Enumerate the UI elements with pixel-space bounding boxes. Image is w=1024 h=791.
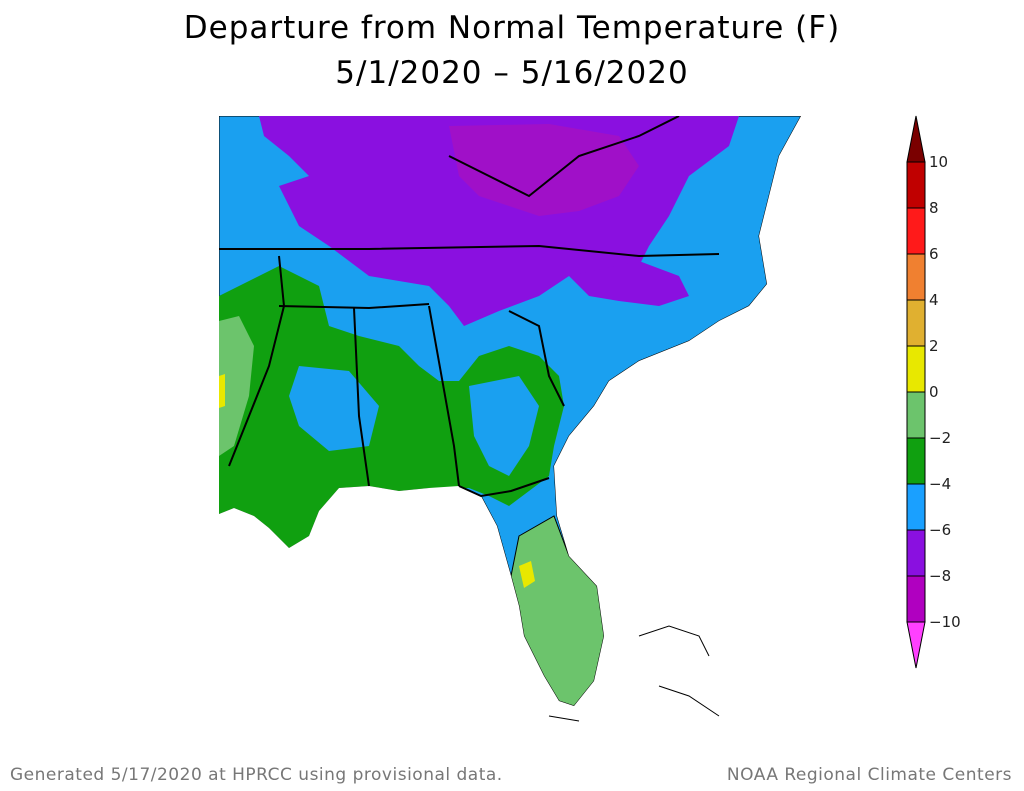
color-legend: 10 8 6 4 2 0 −2 −4 −6 −8 −10 <box>906 115 961 669</box>
legend-swatch <box>906 529 926 577</box>
gulf-water <box>219 116 809 728</box>
legend-tick-label: −6 <box>929 521 951 539</box>
region-minus2-to-minus4 <box>219 266 564 548</box>
temperature-departure-map <box>219 116 809 728</box>
legend-tick-label: 2 <box>929 337 939 355</box>
legend-tick-label: −10 <box>929 613 961 631</box>
legend-swatch <box>906 161 926 209</box>
legend-swatch <box>906 345 926 393</box>
legend-swatch <box>906 253 926 301</box>
map-title: Departure from Normal Temperature (F) <box>183 10 841 46</box>
legend-swatch <box>906 437 926 485</box>
source-credit: NOAA Regional Climate Centers <box>726 765 1012 785</box>
region-0-to-2-gulf <box>219 374 225 408</box>
generation-note: Generated 5/17/2020 at HPRCC using provi… <box>10 765 503 785</box>
legend-swatch <box>906 207 926 255</box>
legend-tick-label: −4 <box>929 475 951 493</box>
keys-outline <box>548 625 720 722</box>
region-0-to-minus2-west <box>219 316 254 456</box>
legend-swatch <box>906 299 926 347</box>
region-0-to-2 <box>519 561 535 588</box>
legend-tick-label: 4 <box>929 291 939 309</box>
legend-cap-bottom <box>906 621 926 669</box>
legend-cap-top <box>906 115 926 163</box>
state-boundaries <box>219 116 720 498</box>
map-date-range: 5/1/2020 – 5/16/2020 <box>335 55 689 91</box>
region-minus8-to-minus10 <box>449 124 639 216</box>
region-minus4-to-minus6-south <box>289 366 379 451</box>
legend-swatch <box>906 483 926 531</box>
region-minus6-to-minus8-east <box>569 261 689 306</box>
legend-tick-label: 10 <box>929 153 948 171</box>
legend-tick-label: 8 <box>929 199 939 217</box>
region-minus4-to-minus6-ga <box>469 376 539 476</box>
legend-swatch <box>906 391 926 439</box>
legend-tick-label: 0 <box>929 383 939 401</box>
legend-swatch <box>906 575 926 623</box>
legend-tick-label: −2 <box>929 429 951 447</box>
legend-tick-label: −8 <box>929 567 951 585</box>
legend-tick-label: 6 <box>929 245 939 263</box>
